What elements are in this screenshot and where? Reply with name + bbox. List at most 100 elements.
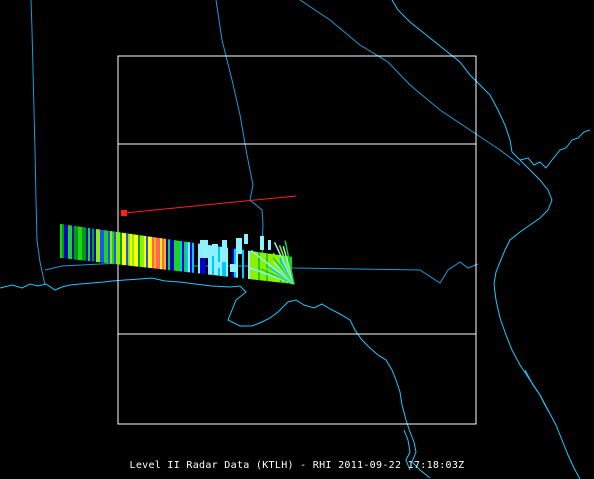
radar-gate xyxy=(72,225,74,260)
gulf-coastline xyxy=(0,277,431,479)
radar-gate xyxy=(100,229,102,263)
radar-gate xyxy=(60,224,62,258)
radar-gate xyxy=(264,253,266,281)
radar-gate xyxy=(192,242,194,273)
radar-reflectivity xyxy=(60,224,295,285)
radar-gate xyxy=(82,227,84,261)
barrier-islands xyxy=(524,369,550,413)
radar-gate xyxy=(198,243,200,274)
radar-gate xyxy=(172,239,174,271)
radar-gate xyxy=(140,235,142,267)
radar-gate xyxy=(160,238,162,270)
radar-gate xyxy=(166,239,168,270)
radar-gate xyxy=(174,240,176,271)
rhi-line xyxy=(123,195,297,214)
radar-gate xyxy=(150,236,152,269)
radar-gate xyxy=(116,231,118,265)
radar-gate xyxy=(110,231,112,264)
radar-echo-block xyxy=(260,236,264,250)
radar-gate xyxy=(128,233,130,266)
radar-gate xyxy=(214,245,216,276)
radar-echo-block xyxy=(268,240,271,250)
radar-gate xyxy=(92,228,94,262)
radar-gate xyxy=(210,245,212,275)
radar-gate xyxy=(84,227,86,261)
radar-gate xyxy=(134,234,136,267)
radar-gate xyxy=(266,253,268,282)
radar-gate xyxy=(190,242,192,273)
keys-fragment xyxy=(403,429,411,471)
radar-ray xyxy=(284,240,295,285)
radar-gate xyxy=(90,228,92,262)
radar-gate xyxy=(254,251,256,280)
radar-gate xyxy=(164,238,166,270)
radar-gate xyxy=(94,228,96,262)
radar-echo-block xyxy=(236,238,242,254)
radar-gate xyxy=(112,231,114,264)
radar-gate xyxy=(248,250,250,280)
radar-gate xyxy=(114,231,116,265)
radar-gate xyxy=(234,248,236,278)
ga-sc-border xyxy=(299,0,521,166)
radar-gate xyxy=(132,234,134,267)
radar-gate xyxy=(108,230,110,264)
radar-gate xyxy=(258,252,260,281)
radar-gate xyxy=(138,235,140,267)
radar-gate xyxy=(102,229,104,263)
radar-gate xyxy=(98,229,100,263)
ms-al-border xyxy=(30,0,46,286)
radar-echo-block xyxy=(244,234,248,244)
map-caption: Level II Radar Data (KTLH) - RHI 2011-09… xyxy=(129,460,465,471)
radar-gate xyxy=(136,234,138,267)
radar-gate xyxy=(212,245,214,276)
radar-gate xyxy=(170,239,172,271)
radar-gate xyxy=(152,237,154,269)
radar-gate xyxy=(186,241,188,273)
radar-gate xyxy=(182,241,184,272)
radar-gate xyxy=(204,244,206,275)
radar-echo-block xyxy=(200,240,208,258)
radar-echo-block xyxy=(222,240,227,262)
radar-gate xyxy=(180,241,182,272)
radar-gate xyxy=(86,227,88,261)
radar-gate xyxy=(178,240,180,272)
rhi-marker[interactable] xyxy=(121,210,127,216)
radar-gate xyxy=(120,232,122,265)
radar-gate xyxy=(242,249,244,279)
radar-gate xyxy=(148,236,150,268)
radar-gate xyxy=(78,226,80,261)
radar-gate xyxy=(216,246,218,276)
sea-islands xyxy=(519,129,591,169)
radar-gate xyxy=(256,251,258,280)
radar-gate xyxy=(66,224,68,259)
radar-gate xyxy=(124,233,126,266)
radar-gate xyxy=(176,240,178,271)
radar-gate xyxy=(68,225,70,259)
radar-gate xyxy=(88,227,90,262)
radar-gate xyxy=(168,239,170,271)
radar-gate xyxy=(162,238,164,270)
radar-gate xyxy=(104,230,106,263)
radar-echo-block xyxy=(214,262,222,268)
radar-echo-block xyxy=(212,244,218,256)
radar-gate xyxy=(64,224,66,259)
radar-gate xyxy=(146,236,148,268)
radar-gate xyxy=(130,233,132,266)
radar-gate xyxy=(220,246,222,276)
radar-gate xyxy=(158,237,160,269)
radar-gate xyxy=(142,235,144,268)
radar-gate xyxy=(236,249,238,278)
radar-gate xyxy=(126,233,128,266)
radar-gate xyxy=(122,232,124,265)
radar-gate xyxy=(250,251,252,280)
radar-gate xyxy=(252,251,254,280)
radar-gate xyxy=(106,230,108,264)
radar-gate xyxy=(226,247,228,277)
radar-gate xyxy=(232,248,234,278)
al-ga-border xyxy=(215,0,264,266)
radar-gate xyxy=(74,225,76,260)
radar-gate xyxy=(218,246,220,276)
radar-gate xyxy=(184,241,186,272)
radar-gate xyxy=(188,242,190,273)
